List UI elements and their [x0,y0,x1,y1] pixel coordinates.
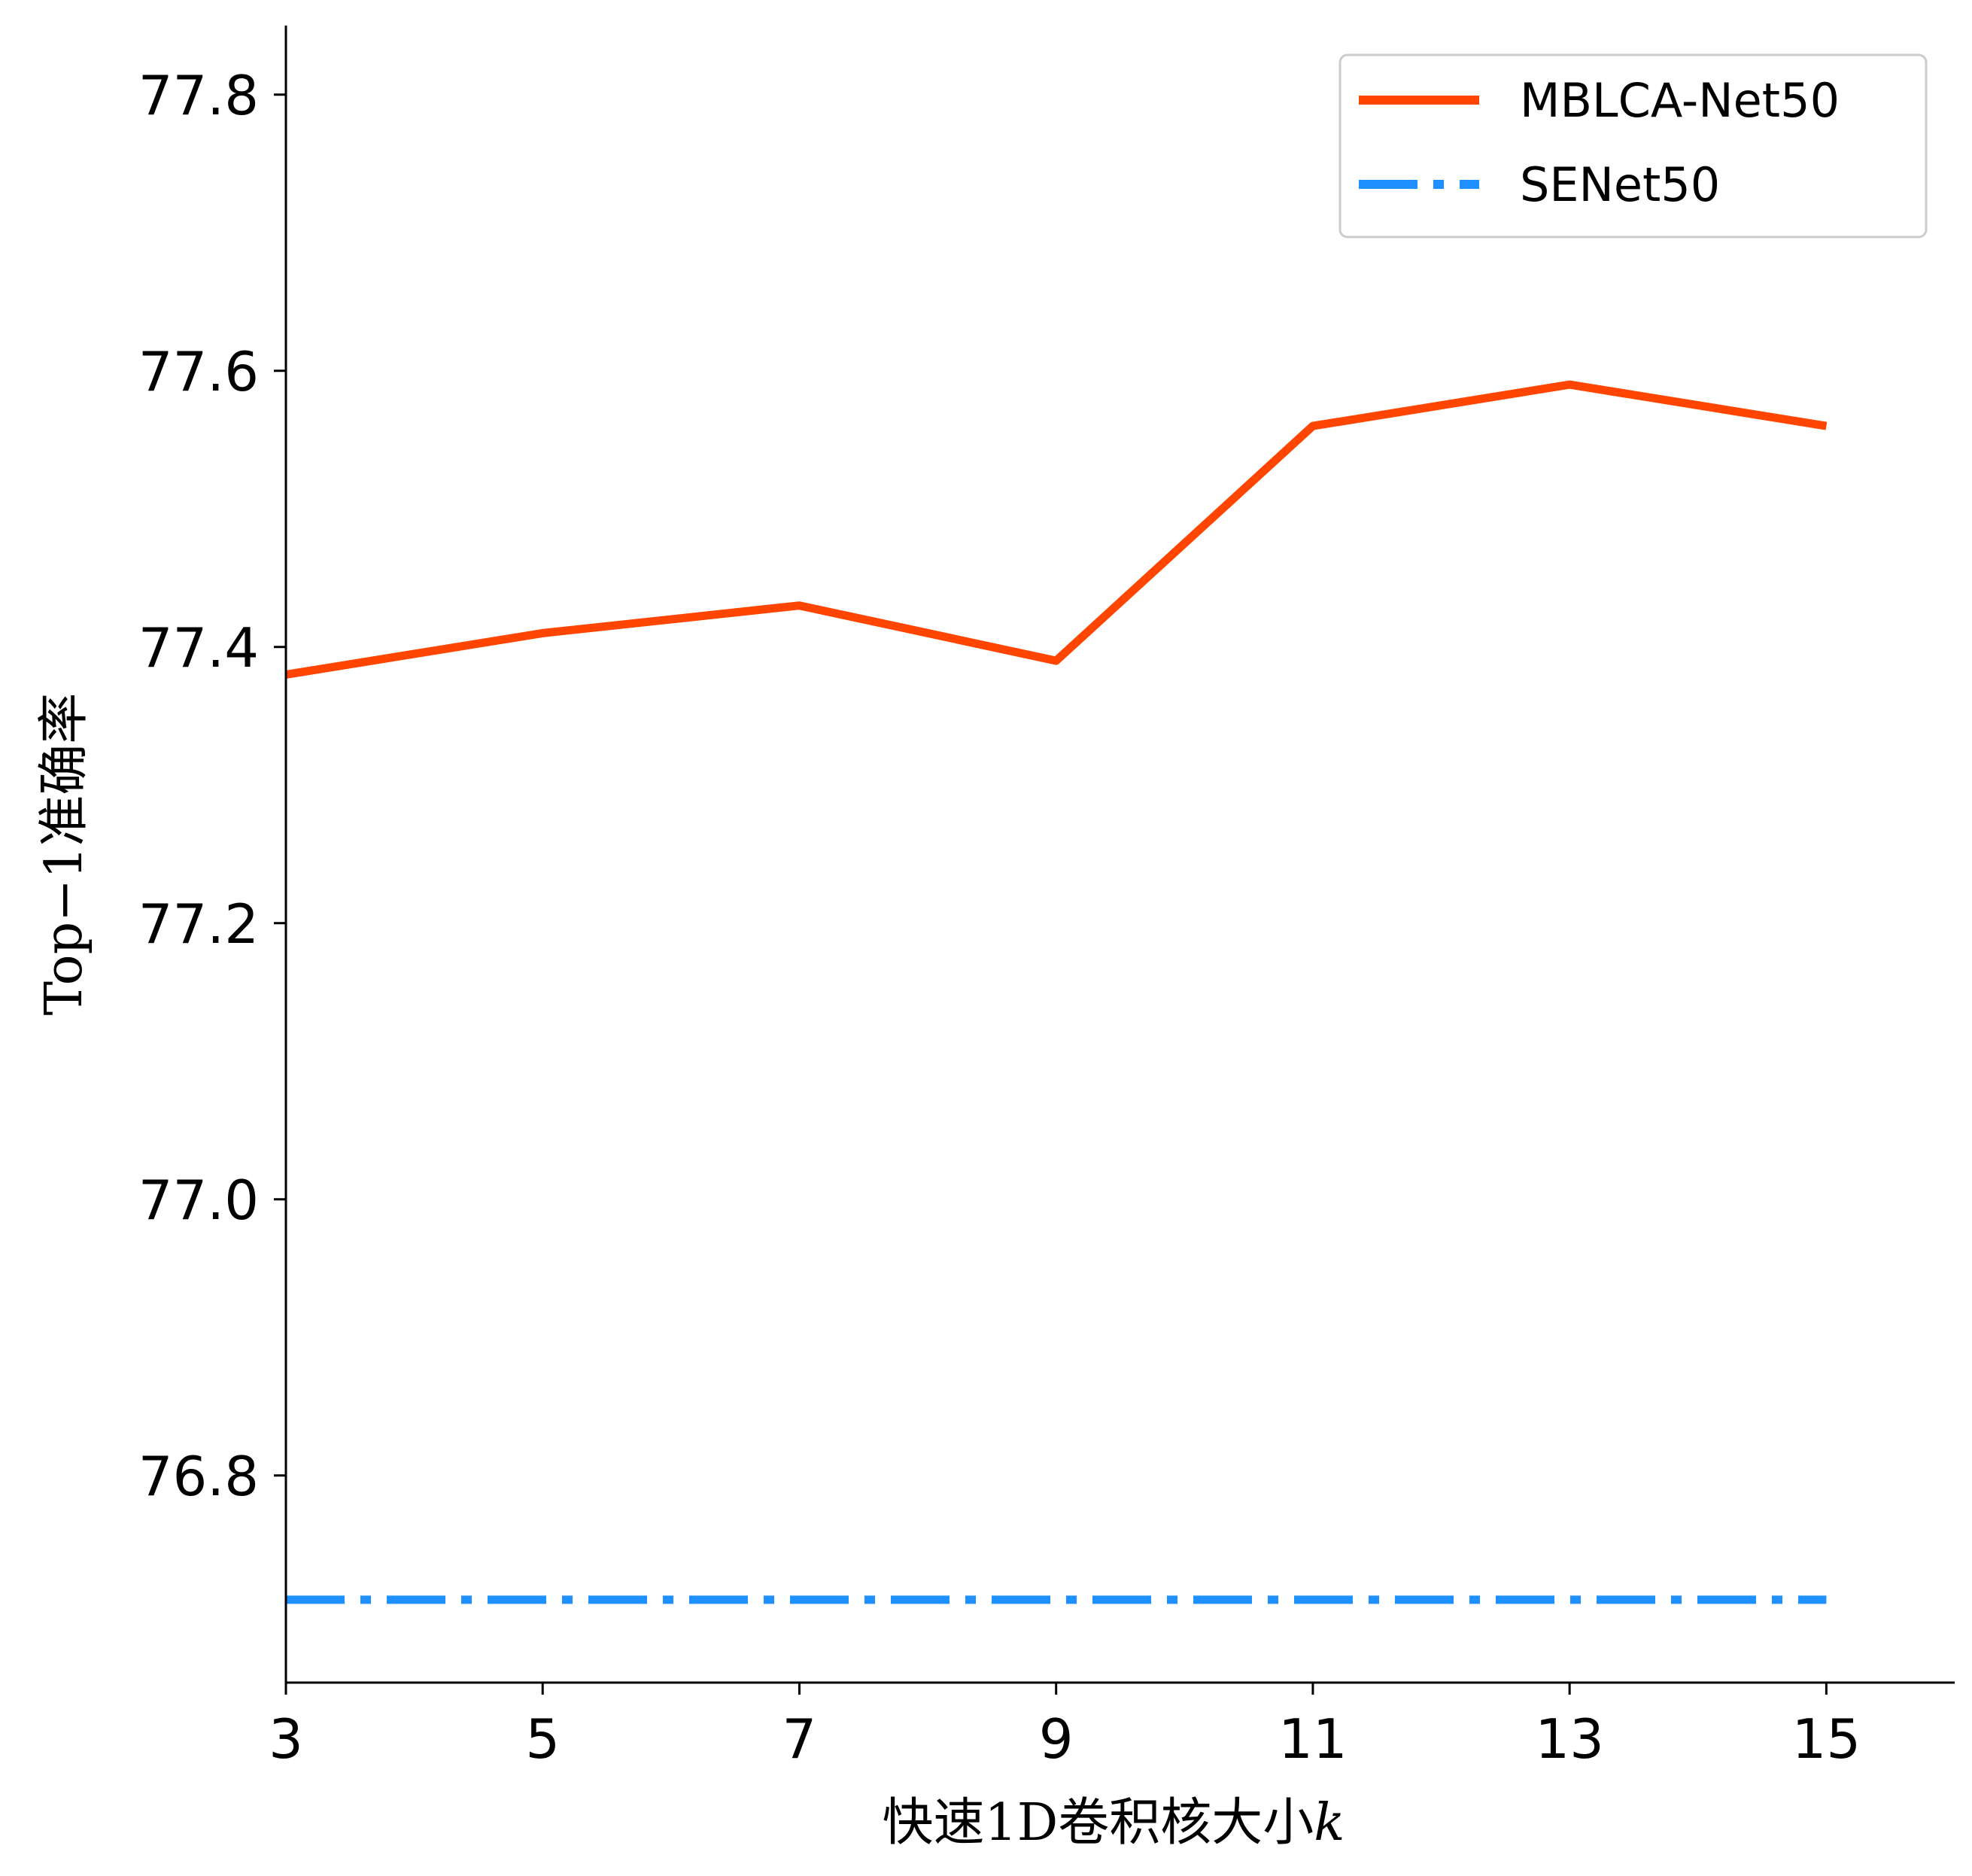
x-tick-label: 7 [782,1707,817,1771]
y-ticks: 76.8 77.0 77.2 77.4 77.6 77.8 [138,64,286,1508]
legend-box [1338,53,1928,239]
y-tick-label: 77.4 [138,616,259,680]
x-ticks: 3 5 7 9 11 13 15 [269,1683,1861,1771]
y-tick-label: 77.6 [138,340,259,403]
x-tick-label: 5 [525,1707,560,1771]
y-axis-title: Top−1准确率 [35,693,94,1016]
x-axis-title-main: 快速1D卷积核大小 [882,1793,1314,1853]
axes [284,26,1955,1684]
x-tick-label: 3 [269,1707,303,1771]
plot-lines [285,380,1828,1604]
x-axis-title: 快速1D卷积核大小k [882,1793,1345,1853]
y-tick-label: 76.8 [138,1445,259,1508]
x-tick-label: 13 [1535,1707,1604,1771]
x-axis-title-variable: k [1314,1793,1345,1853]
y-tick-label: 77.2 [138,892,259,956]
y-tick-label: 77.8 [138,64,259,127]
legend: MBLCA-Net50 SENet50 [1338,53,1928,239]
y-tick-label: 77.0 [138,1169,259,1232]
legend-label-mblca: MBLCA-Net50 [1520,73,1840,128]
legend-label-senet: SENet50 [1520,157,1720,212]
x-tick-label: 9 [1039,1707,1074,1771]
series-line-mblca-net50 [285,380,1828,679]
x-tick-label: 11 [1278,1707,1348,1771]
x-tick-label: 15 [1792,1707,1861,1771]
